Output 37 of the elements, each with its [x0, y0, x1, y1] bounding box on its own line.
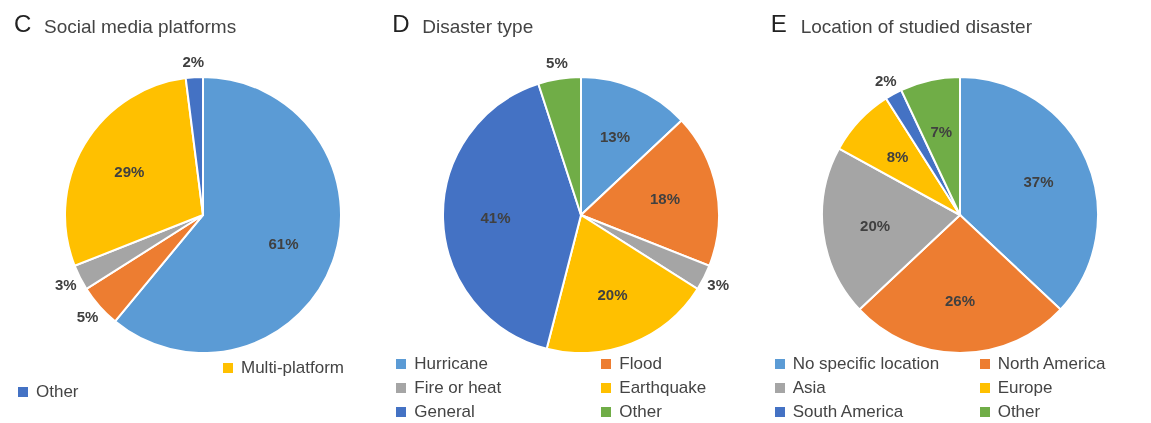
chart-title: Social media platforms: [44, 16, 237, 38]
data-label: 37%: [1023, 172, 1054, 190]
legend-label: No specific location: [792, 354, 940, 374]
legend-label: Multi-platform: [241, 358, 344, 378]
legend-label: Other: [36, 382, 79, 402]
data-label: 29%: [114, 162, 145, 180]
legend-label: Europe: [997, 378, 1053, 398]
data-label: 5%: [76, 308, 99, 326]
chart-title: Disaster type: [422, 16, 534, 38]
legend-label: Other: [997, 402, 1041, 422]
legend-label: Fire or heat: [414, 378, 502, 398]
data-label: 5%: [546, 54, 569, 72]
legend-label: Other: [619, 402, 662, 422]
legend-label: General: [414, 402, 475, 422]
data-label: 61%: [268, 235, 299, 253]
legend-label: South America: [792, 402, 904, 422]
legend-label: Hurricane: [414, 354, 489, 374]
chart-title: Location of studied disaster: [800, 16, 1032, 38]
legend-label: North America: [997, 354, 1106, 374]
legend-label: Flood: [619, 354, 662, 374]
text: E: [770, 10, 787, 38]
data-label: 3%: [707, 276, 730, 294]
data-label: 20%: [597, 286, 628, 304]
data-label: 2%: [874, 71, 897, 89]
text: D: [392, 10, 410, 38]
legend-label: Asia: [792, 378, 826, 398]
data-label: 20%: [859, 217, 890, 235]
data-label: 2%: [182, 52, 205, 70]
data-label: 3%: [54, 276, 77, 294]
data-label: 13%: [600, 127, 631, 145]
data-label: 8%: [886, 147, 909, 165]
text: C: [14, 10, 32, 38]
data-label: 18%: [650, 190, 681, 208]
legend-label: Earthquake: [619, 378, 707, 398]
data-label: 26%: [944, 292, 975, 310]
data-label: 7%: [930, 123, 952, 140]
data-label: 41%: [480, 209, 511, 227]
